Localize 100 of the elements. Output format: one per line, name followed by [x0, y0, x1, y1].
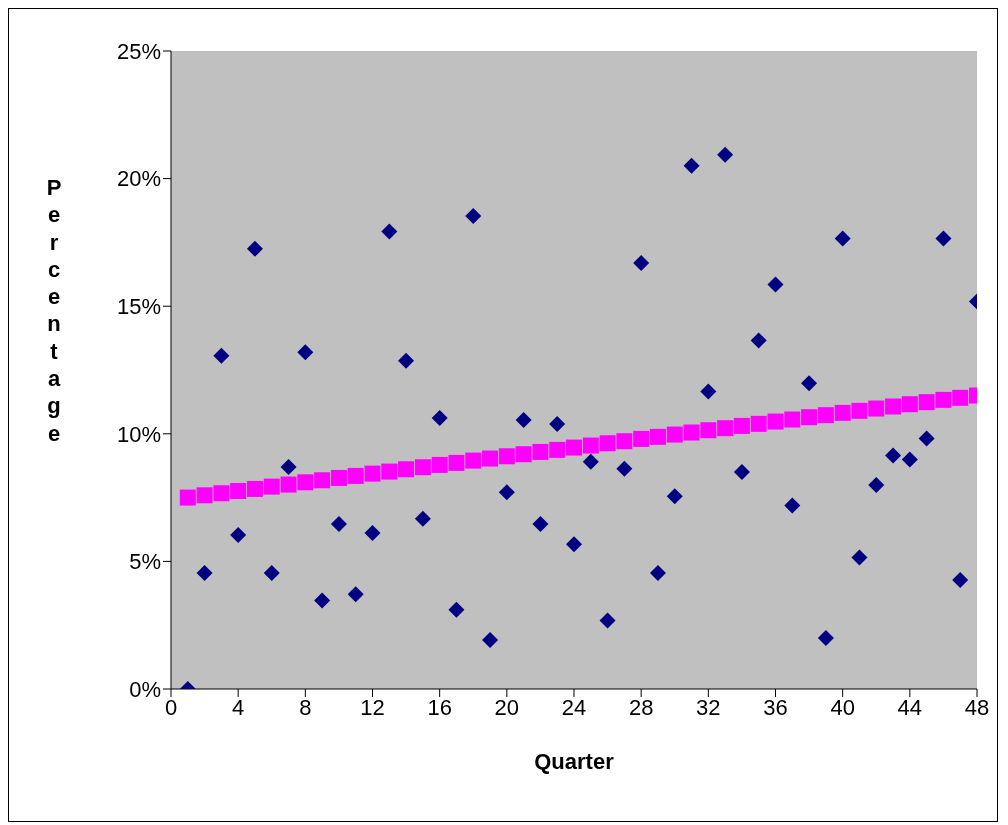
point [213, 347, 230, 364]
point [784, 411, 801, 428]
point [633, 430, 650, 447]
x-tick-label: 12 [360, 694, 385, 720]
point [633, 255, 650, 272]
point [498, 448, 515, 465]
point [230, 482, 247, 499]
point [465, 452, 482, 469]
point [414, 459, 431, 476]
point [834, 404, 851, 421]
x-tick-label: 28 [628, 694, 654, 720]
y-tick-label: 0% [129, 676, 161, 702]
point [347, 467, 364, 484]
point [918, 394, 935, 411]
point [649, 428, 666, 445]
point [901, 396, 918, 413]
point [666, 488, 683, 505]
point [364, 525, 381, 542]
point [935, 391, 952, 408]
x-tick-label: 32 [696, 694, 721, 720]
point [263, 478, 280, 495]
point [515, 446, 532, 463]
y-tick-label: 5% [129, 549, 161, 575]
point [935, 230, 952, 247]
point [414, 510, 431, 527]
point [431, 409, 448, 426]
point [885, 398, 902, 415]
point [599, 435, 616, 452]
x-tick-label: 48 [964, 694, 990, 720]
point [733, 464, 750, 481]
point [246, 240, 263, 257]
point [566, 536, 582, 553]
point [465, 208, 482, 225]
point [263, 564, 280, 581]
point [314, 592, 331, 609]
x-tick-label: 40 [830, 694, 855, 720]
point [750, 332, 767, 349]
point [851, 549, 868, 566]
x-tick-label: 36 [763, 694, 788, 720]
point [885, 447, 902, 464]
y-tick-label: 20% [116, 166, 161, 192]
point [767, 413, 784, 430]
point [717, 146, 734, 163]
point [482, 450, 499, 467]
point [700, 422, 717, 439]
point [649, 564, 666, 581]
point [582, 453, 599, 470]
point [952, 572, 969, 589]
point [616, 460, 633, 477]
point [683, 157, 700, 174]
point [314, 472, 331, 489]
point [666, 426, 683, 443]
point [851, 402, 868, 419]
x-tick-label: 20 [494, 694, 520, 720]
point [364, 465, 381, 482]
text: Percentage [46, 175, 62, 446]
point [901, 451, 918, 468]
point [549, 416, 566, 433]
point [700, 383, 717, 400]
point [549, 441, 566, 458]
point [733, 417, 750, 434]
point [398, 352, 415, 369]
point [230, 527, 247, 544]
point [566, 439, 582, 456]
point [330, 469, 347, 486]
x-tick-label: 8 [299, 694, 312, 720]
point [868, 400, 885, 417]
y-tick-label: 10% [116, 421, 161, 447]
point [717, 420, 734, 437]
point [448, 454, 465, 471]
point [196, 487, 213, 504]
point [616, 433, 633, 450]
point [347, 586, 364, 603]
point [330, 515, 347, 532]
point [297, 344, 314, 361]
point [767, 276, 784, 293]
x-tick-label: 24 [561, 694, 587, 720]
point [784, 497, 801, 514]
point [801, 375, 818, 392]
point [498, 484, 515, 501]
y-tick-label: 15% [116, 294, 161, 320]
x-tick-label: 0 [164, 694, 178, 720]
point [532, 515, 549, 532]
point [246, 480, 263, 497]
point [213, 485, 230, 502]
x-tick-label: 16 [427, 694, 452, 720]
point [482, 632, 499, 648]
point [532, 443, 549, 460]
point [582, 437, 599, 454]
point [868, 477, 885, 494]
point [398, 461, 415, 478]
x-tick-label: 44 [897, 694, 923, 720]
point [817, 407, 834, 424]
point [801, 409, 818, 426]
point [179, 489, 196, 506]
point [515, 412, 532, 429]
point [431, 456, 448, 473]
point [750, 415, 767, 432]
x-axis-title: Quarter [534, 749, 615, 774]
x-tick-label: 4 [232, 694, 245, 720]
